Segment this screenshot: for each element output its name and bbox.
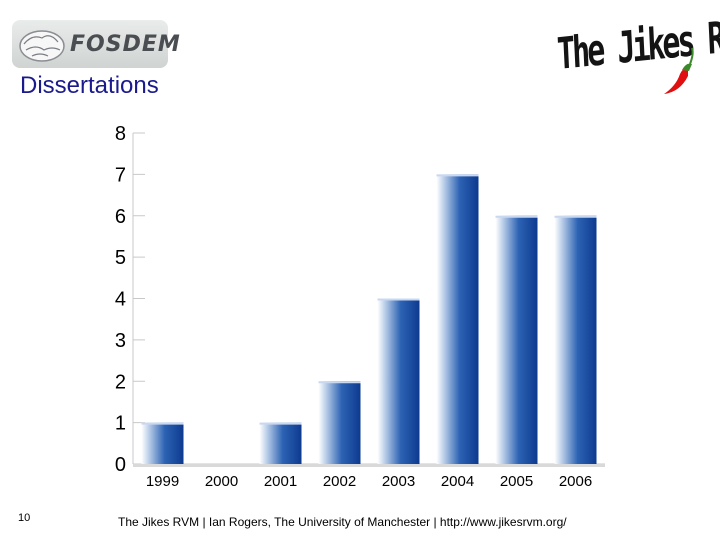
x-tick-label: 1999 — [146, 473, 179, 490]
y-tick-label: 7 — [115, 164, 126, 186]
x-tick-label: 2005 — [500, 473, 533, 490]
fosdem-logo: FOSDEM — [12, 20, 180, 68]
bar-2004 — [436, 174, 479, 464]
y-tick-label: 8 — [115, 123, 126, 145]
x-tick-label: 2001 — [264, 473, 297, 490]
bar-2002 — [318, 381, 361, 464]
x-tick-label: 2006 — [559, 473, 592, 490]
fosdem-logo-text: FOSDEM — [70, 32, 181, 57]
bar-2001 — [259, 422, 302, 464]
bar-top-2006 — [554, 215, 597, 218]
y-tick-label: 0 — [115, 454, 126, 476]
brain-logo-icon — [19, 30, 65, 62]
bar-1999 — [141, 422, 184, 464]
y-tick-label: 3 — [115, 330, 126, 352]
y-tick-label: 4 — [115, 289, 126, 311]
y-tick-label: 5 — [115, 247, 126, 269]
y-tick-label: 2 — [115, 371, 126, 393]
bar-top-1999 — [141, 422, 184, 425]
y-tick-label: 1 — [115, 413, 126, 435]
bar-top-2003 — [377, 298, 420, 301]
slide-title: Dissertations — [20, 72, 159, 99]
slide-number: 10 — [18, 512, 31, 524]
footer-text: The Jikes RVM | Ian Rogers, The Universi… — [118, 515, 567, 529]
x-tick-label: 2003 — [382, 473, 415, 490]
bar-top-2001 — [259, 422, 302, 425]
y-tick-label: 6 — [115, 206, 126, 228]
x-tick-label: 2002 — [323, 473, 356, 490]
bar-2005 — [495, 215, 538, 464]
baseline-shadow — [133, 464, 605, 467]
chili-pepper-icon — [664, 47, 694, 94]
bar-top-2005 — [495, 215, 538, 218]
x-tick-label: 2000 — [205, 473, 238, 490]
jikes-rvm-logo: The Jikes RVM — [552, 10, 720, 94]
bar-2003 — [377, 298, 420, 464]
x-tick-label: 2004 — [441, 473, 474, 490]
bar-2006 — [554, 215, 597, 464]
bar-top-2002 — [318, 381, 361, 384]
bar-top-2004 — [436, 174, 479, 177]
